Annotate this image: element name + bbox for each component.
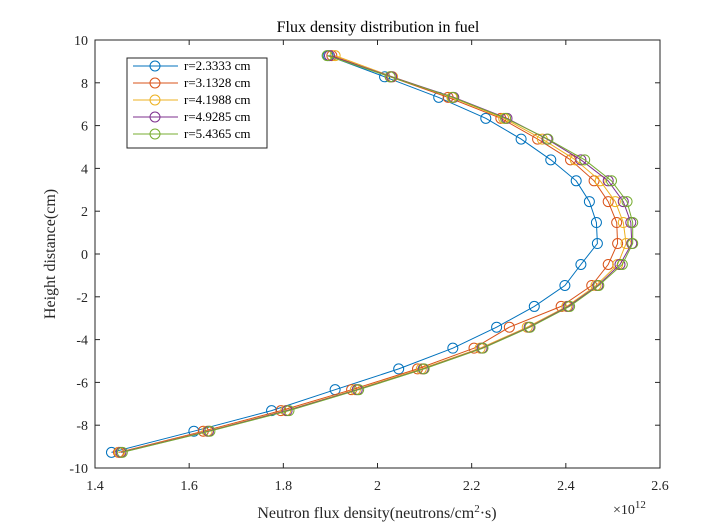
data-point — [447, 342, 459, 354]
data-point — [570, 175, 582, 187]
series-line — [111, 55, 598, 453]
data-point — [321, 50, 333, 62]
data-point — [620, 238, 632, 250]
data-point — [583, 196, 595, 208]
data-point — [545, 154, 557, 166]
data-point — [447, 91, 459, 103]
data-point — [616, 258, 628, 270]
data-point — [528, 300, 540, 312]
data-point — [617, 217, 629, 229]
legend-marker — [149, 60, 161, 72]
x-tick-label: 2.6 — [651, 479, 669, 494]
data-point — [621, 196, 633, 208]
data-point — [614, 258, 626, 270]
y-tick-label: 6 — [81, 120, 88, 135]
x-axis-multiplier: ×1012 — [613, 499, 646, 518]
data-point — [575, 154, 587, 166]
data-point — [326, 50, 338, 62]
y-tick-label: -4 — [76, 334, 88, 349]
y-tick-label: 8 — [81, 77, 88, 92]
data-point — [591, 238, 603, 250]
x-tick-label: 1.4 — [86, 479, 104, 494]
y-tick-label: 2 — [81, 205, 88, 220]
legend-label: r=5.4365 cm — [184, 126, 251, 141]
x-tick-label: 2.4 — [557, 479, 575, 494]
data-point — [515, 133, 527, 145]
data-point — [564, 300, 576, 312]
data-point — [353, 384, 365, 396]
data-point — [606, 175, 618, 187]
data-point — [204, 425, 216, 437]
legend: r=2.3333 cm r=3.1328 cm r=4.1988 cm r=4.928… — [126, 57, 268, 149]
legend-label: r=4.1988 cm — [184, 92, 251, 107]
legend-label: r=2.3333 cm — [184, 58, 251, 73]
y-tick-label: 10 — [74, 34, 88, 49]
series-layer — [105, 50, 639, 458]
series-5 — [116, 50, 639, 458]
legend-label: r=3.1328 cm — [184, 75, 251, 90]
legend-marker — [149, 111, 161, 123]
data-point — [593, 279, 605, 291]
legend-marker — [149, 77, 161, 89]
axis-ticks: 1.4 1.6 1.8 2 2.2 2.4 2.6 10 8 6 4 2 0 -2 -4 -6 -8 -10 — [69, 34, 668, 494]
data-point — [500, 112, 512, 124]
legend-marker — [149, 128, 161, 140]
y-tick-label: -6 — [76, 376, 88, 391]
data-point — [627, 238, 639, 250]
y-tick-label: -10 — [69, 462, 88, 477]
data-point — [575, 258, 587, 270]
data-point — [116, 446, 128, 458]
data-point — [503, 321, 515, 333]
y-tick-label: -8 — [76, 419, 88, 434]
legend-marker — [149, 94, 161, 106]
y-tick-label: -2 — [76, 291, 88, 306]
data-point — [384, 71, 396, 83]
y-axis-label: Height distance(cm) — [42, 189, 59, 319]
data-point — [594, 175, 606, 187]
data-point — [323, 50, 335, 62]
x-tick-label: 1.8 — [275, 479, 293, 494]
y-tick-label: 0 — [81, 248, 88, 263]
x-tick-label: 2 — [374, 479, 381, 494]
data-point — [524, 321, 536, 333]
data-point — [188, 425, 200, 437]
legend-label: r=4.9285 cm — [184, 109, 251, 124]
data-point — [627, 217, 639, 229]
chart-title: Flux density distribution in fuel — [277, 19, 480, 36]
data-point — [602, 175, 614, 187]
data-point — [559, 279, 571, 291]
data-point — [602, 258, 614, 270]
x-tick-label: 2.2 — [463, 479, 481, 494]
data-point — [602, 196, 614, 208]
data-point — [491, 321, 503, 333]
data-point — [579, 154, 591, 166]
data-point — [542, 133, 554, 145]
data-point — [393, 363, 405, 375]
data-point — [609, 196, 621, 208]
x-axis-label: Neutron flux density(neutrons/cm2·s) — [257, 503, 496, 522]
data-point — [590, 217, 602, 229]
data-point — [418, 363, 430, 375]
data-point — [480, 112, 492, 124]
data-point — [611, 217, 623, 229]
series-line — [122, 55, 634, 453]
y-tick-label: 4 — [81, 162, 88, 177]
data-point — [105, 446, 117, 458]
data-point — [283, 405, 295, 417]
data-point — [477, 342, 489, 354]
data-point — [612, 238, 624, 250]
x-tick-label: 1.6 — [180, 479, 198, 494]
